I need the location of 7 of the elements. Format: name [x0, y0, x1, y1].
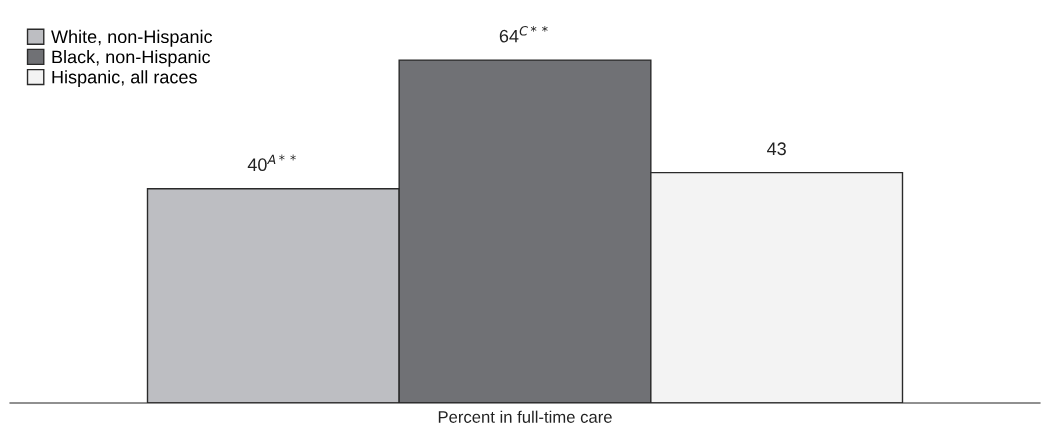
legend-label: Black, non-Hispanic — [52, 50, 211, 67]
data-label: 43 — [767, 142, 786, 156]
legend-label: Hispanic, all races — [52, 70, 197, 88]
legend-label: White, non-Hispanic — [51, 29, 213, 47]
data-label: 40$^{A**}$ — [247, 154, 296, 172]
data-label: 64$^{C**}$ — [499, 26, 548, 43]
x-axis-title: Percent in full-time care — [438, 410, 612, 423]
